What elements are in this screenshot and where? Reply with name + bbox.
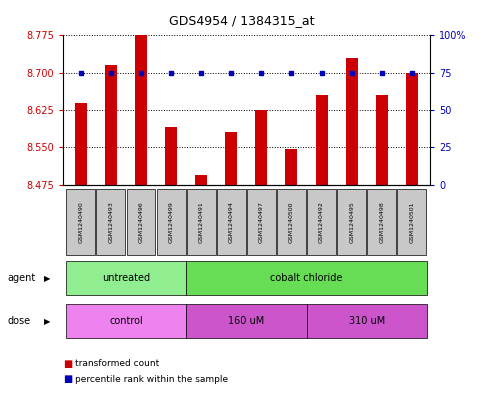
Bar xyxy=(66,261,186,295)
Text: ▶: ▶ xyxy=(44,274,51,283)
Bar xyxy=(307,189,336,255)
Text: ■: ■ xyxy=(63,358,72,369)
Bar xyxy=(217,189,246,255)
Text: untreated: untreated xyxy=(102,273,150,283)
Bar xyxy=(105,65,117,185)
Bar xyxy=(97,189,126,255)
Bar xyxy=(337,189,366,255)
Text: GSM1240491: GSM1240491 xyxy=(199,201,204,243)
Text: GSM1240500: GSM1240500 xyxy=(289,201,294,243)
Text: GSM1240501: GSM1240501 xyxy=(409,201,414,243)
Bar xyxy=(247,189,276,255)
Text: ■: ■ xyxy=(63,374,72,384)
Text: GSM1240493: GSM1240493 xyxy=(108,201,114,243)
Text: transformed count: transformed count xyxy=(75,359,159,368)
Bar xyxy=(66,305,186,338)
Text: agent: agent xyxy=(7,273,35,283)
Bar xyxy=(285,149,298,185)
Bar xyxy=(367,189,396,255)
Bar xyxy=(225,132,237,185)
Bar xyxy=(277,189,306,255)
Bar xyxy=(195,175,207,185)
Bar xyxy=(186,261,427,295)
Text: GSM1240494: GSM1240494 xyxy=(229,201,234,243)
Bar xyxy=(186,305,307,338)
Bar xyxy=(406,73,418,185)
Bar xyxy=(165,127,177,185)
Text: control: control xyxy=(109,316,143,326)
Text: ▶: ▶ xyxy=(44,317,51,326)
Text: percentile rank within the sample: percentile rank within the sample xyxy=(75,375,228,384)
Text: GSM1240497: GSM1240497 xyxy=(259,201,264,243)
Text: GSM1240499: GSM1240499 xyxy=(169,201,173,243)
Bar xyxy=(187,189,215,255)
Text: GSM1240490: GSM1240490 xyxy=(78,201,84,243)
Bar xyxy=(156,189,185,255)
Bar xyxy=(135,35,147,185)
Bar xyxy=(376,95,388,185)
Text: 310 uM: 310 uM xyxy=(349,316,385,326)
Text: GDS4954 / 1384315_at: GDS4954 / 1384315_at xyxy=(169,14,314,27)
Text: GSM1240496: GSM1240496 xyxy=(139,201,143,243)
Bar xyxy=(75,103,87,185)
Text: 160 uM: 160 uM xyxy=(228,316,265,326)
Text: GSM1240492: GSM1240492 xyxy=(319,201,324,243)
Text: GSM1240495: GSM1240495 xyxy=(349,201,354,243)
Text: dose: dose xyxy=(7,316,30,326)
Text: GSM1240498: GSM1240498 xyxy=(379,201,384,243)
Bar xyxy=(66,189,95,255)
Bar xyxy=(398,189,426,255)
Bar xyxy=(315,95,327,185)
Bar xyxy=(256,110,268,185)
Bar xyxy=(307,305,427,338)
Bar xyxy=(346,58,357,185)
Text: cobalt chloride: cobalt chloride xyxy=(270,273,343,283)
Bar xyxy=(127,189,156,255)
